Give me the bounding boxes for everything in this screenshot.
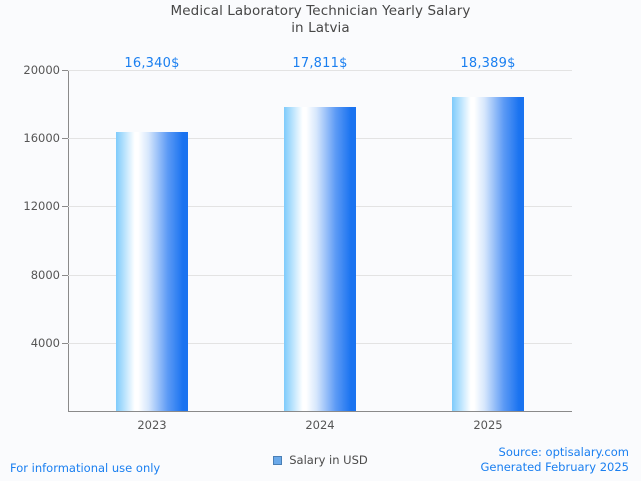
bar-2024[interactable] bbox=[284, 107, 356, 411]
x-axis-tick-label-2025: 2025 bbox=[473, 418, 503, 432]
bar-2023[interactable] bbox=[116, 132, 188, 411]
y-axis-tick-label: 8000 bbox=[30, 267, 60, 282]
footer-generated-date: Generated February 2025 bbox=[480, 460, 629, 474]
chart-title-line1: Medical Laboratory Technician Yearly Sal… bbox=[170, 3, 471, 19]
y-axis-tick-mark bbox=[62, 274, 68, 276]
chart-title-line2: in Latvia bbox=[291, 20, 350, 36]
y-axis-tick-mark bbox=[62, 70, 68, 71]
y-axis-tick-mark bbox=[62, 342, 68, 344]
gridline bbox=[68, 70, 572, 71]
y-axis-tick-label: 4000 bbox=[30, 335, 60, 350]
bar-value-label-2025: 18,389$ bbox=[460, 56, 516, 71]
bar-2025[interactable] bbox=[452, 97, 524, 411]
plot-area bbox=[68, 70, 572, 412]
y-axis-tick-label: 12000 bbox=[23, 199, 60, 214]
chart-legend: Salary in USD bbox=[0, 453, 641, 467]
footer-source-site: Source: optisalary.com bbox=[498, 445, 629, 459]
footer-disclaimer: For informational use only bbox=[10, 461, 161, 475]
y-axis-line bbox=[68, 70, 69, 412]
bar-value-label-2024: 17,811$ bbox=[292, 56, 348, 71]
footer-source: Source: optisalary.com Generated Februar… bbox=[480, 445, 629, 475]
y-axis-tick-mark bbox=[62, 206, 68, 208]
page-title: Medical Laboratory Technician Yearly Sal… bbox=[0, 3, 641, 37]
y-axis-tick-label: 20000 bbox=[23, 63, 60, 77]
legend-label-salary-in-usd: Salary in USD bbox=[289, 453, 368, 467]
legend-swatch-salary-in-usd bbox=[273, 455, 283, 465]
y-axis-tick-mark bbox=[62, 138, 68, 140]
bar-value-label-2023: 16,340$ bbox=[124, 56, 180, 71]
y-axis-tick-labels: 4000 8000 12000 16000 20000 bbox=[0, 0, 68, 481]
x-axis-line bbox=[68, 411, 572, 412]
x-axis-tick-label-2024: 2024 bbox=[305, 418, 335, 432]
y-axis-tick-label: 16000 bbox=[23, 131, 60, 146]
x-axis-tick-label-2023: 2023 bbox=[137, 418, 167, 432]
